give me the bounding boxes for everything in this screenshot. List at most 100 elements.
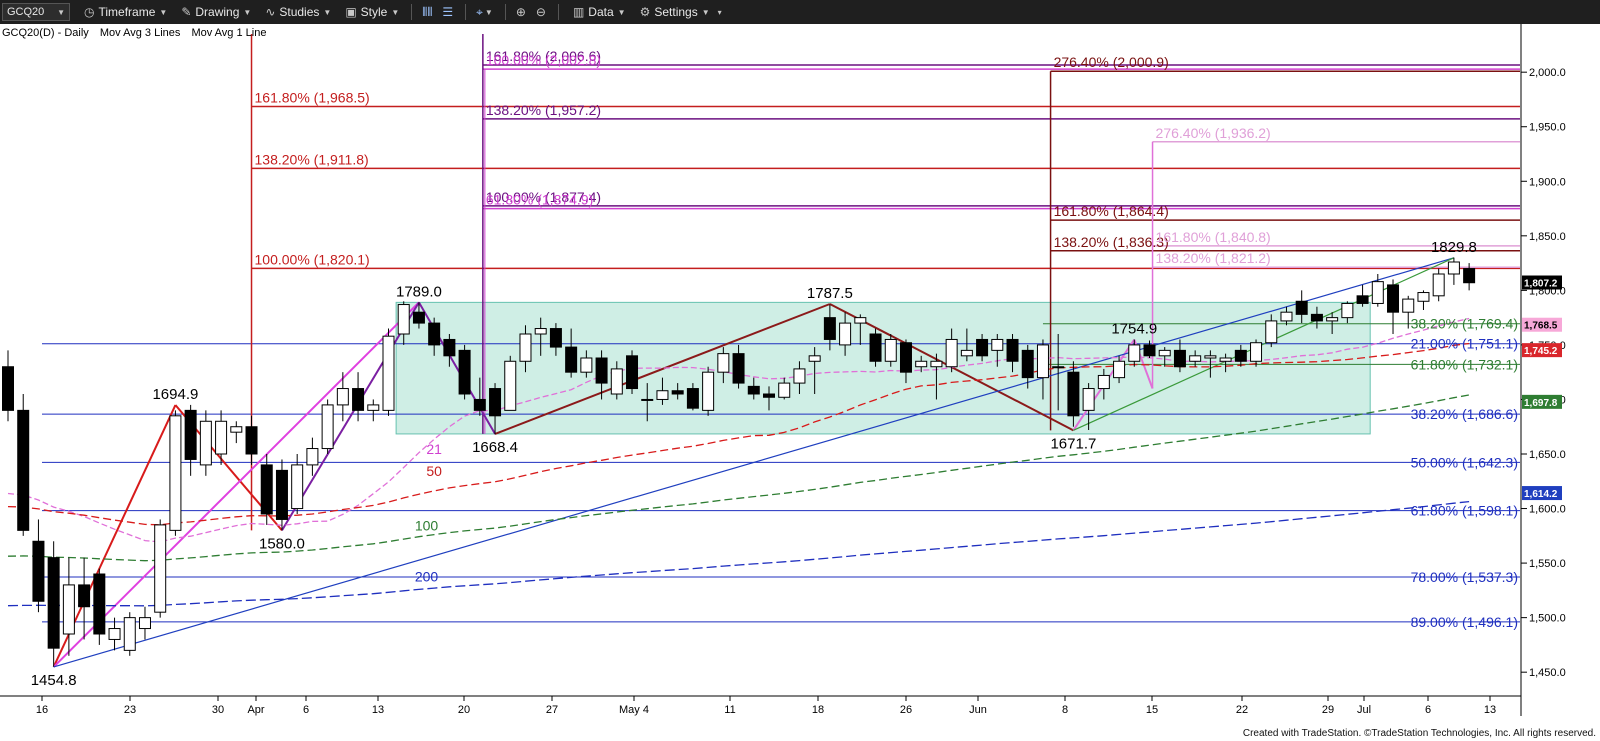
swing-point-label: 1694.9 [152, 386, 198, 403]
price-axis-label: 1,900.0 [1529, 176, 1566, 188]
chevron-down-icon[interactable]: ▼ [484, 7, 493, 17]
candle-up [1432, 273, 1445, 297]
chevron-down-icon: ▼ [323, 7, 332, 17]
candle-down [412, 311, 425, 324]
layout-icon[interactable]: ☰ [442, 5, 454, 19]
candle-up [930, 360, 943, 368]
time-axis-label: 20 [458, 704, 470, 716]
gear-icon: ⚙ [639, 5, 651, 19]
candle-down [565, 346, 578, 373]
candle-down [899, 342, 912, 373]
crosshair-icon[interactable]: ⌖ [476, 4, 483, 19]
candle-up [656, 390, 669, 400]
chevron-down-icon: ▼ [391, 7, 400, 17]
price-axis-label: 1,450.0 [1529, 667, 1566, 679]
timeframe-label: Timeframe [98, 5, 156, 19]
candle-up [960, 349, 973, 357]
time-axis-label: Jul [1357, 704, 1371, 716]
bars-icon[interactable]: ⫴⫴ [422, 4, 433, 19]
swing-point-label: 1754.9 [1111, 321, 1157, 338]
data-menu[interactable]: ▥ Data ▼ [573, 5, 626, 19]
candle-up [854, 317, 867, 324]
study-mov-avg-3-lines[interactable]: Mov Avg 3 Lines [100, 27, 181, 39]
candle-up [534, 328, 547, 335]
overflow-icon: ▾ [717, 7, 722, 17]
fib-extension-label: 138.20% (1,957.2) [486, 102, 601, 118]
candle-down [763, 393, 775, 398]
fib-extension-label: 100.00% (1,820.1) [255, 251, 370, 267]
candle-up [1417, 292, 1430, 302]
candle-up [367, 404, 380, 411]
candle-up [1280, 311, 1293, 322]
candle-down [260, 464, 273, 515]
time-axis-label: 27 [546, 704, 558, 716]
candle-up [1447, 261, 1460, 275]
timeframe-menu[interactable]: ◷ Timeframe ▼ [84, 5, 167, 19]
fib-extension-label: 161.80% (2,006.6) [486, 48, 601, 64]
time-axis-label: 8 [1062, 704, 1068, 716]
candle-up [397, 304, 410, 335]
candle-down [823, 317, 836, 340]
studies-menu[interactable]: ∿ Studies ▼ [265, 5, 331, 19]
swing-point-label: 1789.0 [396, 283, 442, 300]
candle-up [1265, 320, 1278, 344]
symbol-selector[interactable]: GCQ20 ▼ [2, 3, 70, 21]
time-axis-label: May 4 [619, 704, 649, 716]
trend-line [53, 257, 1455, 668]
price-chart[interactable]: 38.20% (1,769.4) 21.00% (1,751.1) 61.80% (… [0, 24, 1600, 741]
candle-up [230, 426, 243, 433]
candle-up [991, 338, 1004, 351]
retracement-label: 38.20% (1,769.4) [1411, 316, 1518, 332]
fib-extension-label: 100.00% (1,877.4) [486, 189, 601, 205]
candle-up [1250, 342, 1263, 362]
candle-up [154, 524, 167, 613]
moving-average-line [7, 500, 1470, 607]
fib-extension-label: 276.40% (1,936.2) [1156, 125, 1271, 141]
candle-up [945, 338, 958, 368]
candle-up [382, 335, 395, 411]
retracement-label: 21.00% (1,751.1) [1411, 336, 1518, 352]
candle-up [1341, 302, 1354, 319]
copyright-footer: Created with TradeStation. ©TradeStation… [1242, 728, 1596, 739]
candle-up [702, 371, 715, 411]
symbol-text: GCQ20 [7, 6, 45, 18]
time-axis-label: Jun [969, 704, 987, 716]
candle-up [519, 333, 532, 362]
candle-down [473, 398, 486, 411]
zoom-out-icon[interactable]: ⊖ [535, 5, 546, 19]
svg-text:GCQ20(D) - Daily Mov Avg 3: GCQ20(D) - Daily Mov Avg 3 Lines Mov Avg… [2, 27, 266, 39]
study-mov-avg-1-line[interactable]: Mov Avg 1 Line [191, 27, 266, 39]
candle-up [1402, 298, 1415, 313]
time-axis-label: 15 [1146, 704, 1158, 716]
studies-icon: ∿ [265, 5, 276, 19]
candle-down [1463, 268, 1476, 284]
pencil-icon: ✎ [181, 5, 192, 19]
zoom-in-icon[interactable]: ⊕ [515, 5, 526, 19]
candle-up [1082, 388, 1095, 411]
swing-line [281, 301, 420, 531]
candle-down [352, 388, 365, 411]
candle-down [595, 357, 608, 384]
style-label: Style [360, 5, 388, 19]
time-axis-label: 30 [212, 704, 224, 716]
candle-up [1158, 349, 1171, 357]
retracement-label: 50.00% (1,642.3) [1411, 454, 1518, 470]
candle-down [1067, 371, 1080, 417]
moving-average-line [7, 394, 1470, 562]
toolbar-divider [411, 4, 413, 20]
candle-up [778, 382, 791, 398]
retracement-label: 78.00% (1,537.3) [1411, 569, 1518, 585]
candle-up [504, 360, 517, 411]
candle-down [184, 409, 197, 460]
candle-down [458, 349, 471, 395]
swing-point-label: 1580.0 [259, 535, 305, 552]
candle-down [869, 333, 882, 362]
settings-menu[interactable]: ⚙ Settings ▼ ▾ [640, 5, 722, 19]
drawing-menu[interactable]: ✎ Drawing ▼ [181, 5, 251, 19]
price-axis-label: 1,550.0 [1529, 558, 1566, 570]
candle-down [17, 409, 30, 531]
candle-down [1387, 284, 1400, 313]
style-menu[interactable]: ▣ Style ▼ [345, 5, 399, 19]
price-axis-label: 1,650.0 [1529, 449, 1566, 461]
moving-average-label: 200 [415, 569, 439, 585]
